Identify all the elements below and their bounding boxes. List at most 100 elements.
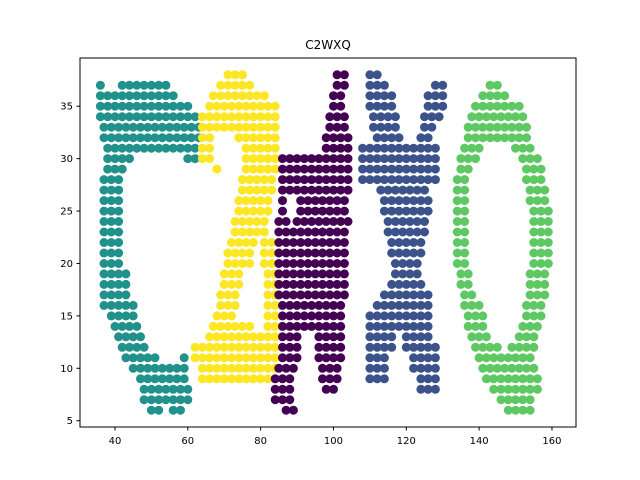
data-point xyxy=(165,363,175,373)
data-point xyxy=(492,80,502,90)
data-point xyxy=(114,217,124,226)
data-point xyxy=(332,374,342,384)
data-point xyxy=(125,101,134,111)
data-point xyxy=(471,133,480,143)
data-point xyxy=(532,154,542,164)
data-point xyxy=(529,342,539,352)
data-point xyxy=(227,112,236,122)
data-point xyxy=(452,206,462,216)
data-point xyxy=(216,80,226,90)
data-point xyxy=(325,279,335,289)
data-point xyxy=(416,154,426,164)
data-point xyxy=(281,217,291,226)
data-point xyxy=(525,384,535,394)
data-point xyxy=(278,206,287,216)
data-point xyxy=(241,342,251,352)
data-point xyxy=(307,185,317,195)
data-point xyxy=(481,353,491,363)
data-point xyxy=(99,290,109,300)
data-point xyxy=(460,196,470,206)
data-point xyxy=(292,175,302,185)
data-point xyxy=(172,133,182,143)
data-point xyxy=(416,196,426,206)
data-point xyxy=(500,363,510,373)
data-point xyxy=(310,196,320,206)
data-point xyxy=(106,196,116,206)
data-point xyxy=(525,395,535,405)
data-point xyxy=(339,259,349,268)
data-point xyxy=(263,143,273,153)
data-point xyxy=(299,321,309,331)
x-tick-label: 40 xyxy=(109,436,122,447)
data-point xyxy=(128,332,138,342)
data-point xyxy=(103,143,113,153)
data-point xyxy=(507,363,517,373)
data-point xyxy=(522,342,531,352)
data-point xyxy=(343,185,353,195)
data-point xyxy=(387,175,397,185)
data-point xyxy=(205,143,215,153)
data-point xyxy=(481,374,491,384)
data-point xyxy=(358,154,368,164)
data-point xyxy=(543,227,553,237)
data-point xyxy=(270,384,280,394)
data-point xyxy=(460,143,470,153)
data-point xyxy=(270,143,280,153)
data-point xyxy=(332,363,342,373)
scatter-points xyxy=(95,70,553,415)
data-point xyxy=(314,164,324,174)
data-point xyxy=(292,164,302,174)
data-point xyxy=(518,384,528,394)
data-point xyxy=(99,259,109,268)
data-point xyxy=(536,259,546,268)
data-point xyxy=(372,342,382,352)
data-point xyxy=(139,143,149,153)
data-point xyxy=(227,269,236,279)
data-point xyxy=(208,91,218,101)
data-point xyxy=(106,259,116,268)
y-tick-label: 30 xyxy=(60,154,73,165)
data-point xyxy=(401,238,411,247)
data-point xyxy=(296,206,306,216)
data-point xyxy=(263,353,273,363)
data-point xyxy=(329,332,338,342)
data-point xyxy=(536,164,546,174)
data-point xyxy=(219,332,229,342)
data-point xyxy=(420,217,429,226)
data-point xyxy=(237,227,247,237)
data-point xyxy=(307,154,317,164)
data-point xyxy=(136,374,145,384)
data-point xyxy=(321,353,331,363)
data-point xyxy=(409,290,419,300)
data-point xyxy=(296,259,306,268)
data-point xyxy=(343,143,353,153)
data-point xyxy=(263,279,273,289)
data-point xyxy=(401,206,411,216)
data-point xyxy=(401,143,411,153)
data-point xyxy=(329,143,338,153)
data-point xyxy=(409,363,419,373)
data-point xyxy=(263,269,273,279)
data-point xyxy=(278,353,287,363)
data-point xyxy=(176,405,185,415)
data-point xyxy=(263,154,273,164)
data-point xyxy=(376,112,386,122)
data-point xyxy=(168,91,178,101)
data-point xyxy=(234,279,244,289)
data-point xyxy=(390,122,400,132)
data-point xyxy=(165,133,175,143)
data-point xyxy=(270,374,280,384)
data-point xyxy=(106,248,116,258)
data-point xyxy=(117,143,127,153)
data-point xyxy=(336,353,346,363)
data-point xyxy=(423,164,433,174)
data-point xyxy=(318,363,327,373)
data-point xyxy=(241,101,251,111)
data-point xyxy=(416,290,426,300)
data-point xyxy=(285,384,295,394)
data-point xyxy=(303,196,313,206)
data-point xyxy=(518,353,528,363)
data-point xyxy=(292,300,302,310)
data-point xyxy=(390,259,400,268)
